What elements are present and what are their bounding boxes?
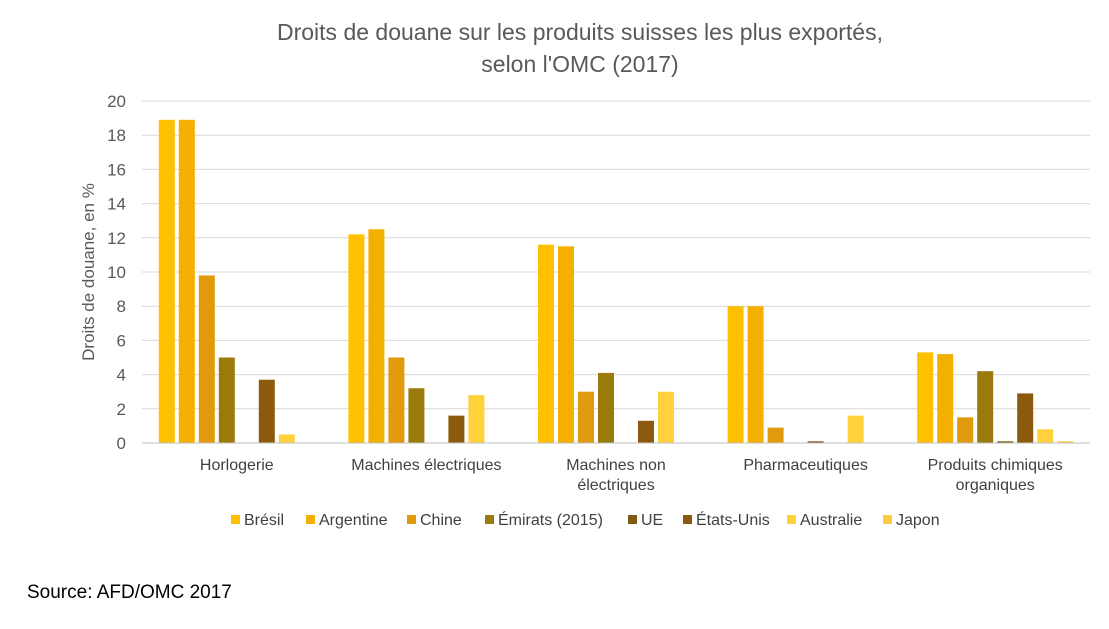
legend-swatch — [787, 515, 796, 524]
y-tick-label: 4 — [117, 366, 126, 385]
bar — [598, 372, 614, 443]
legend-label: Émirats (2015) — [498, 510, 603, 529]
y-tick-label: 0 — [117, 434, 126, 453]
bar — [638, 420, 654, 443]
x-axis-category-labels: Horlogerie Machines électriques Machines n… — [200, 457, 1063, 494]
bar — [1057, 441, 1074, 443]
legend-swatch — [485, 515, 494, 524]
bar — [658, 391, 674, 443]
bar — [767, 427, 784, 443]
legend-swatch — [231, 515, 240, 524]
y-tick-label: 10 — [107, 263, 126, 282]
legend-swatch — [683, 515, 692, 524]
bar — [218, 357, 235, 443]
bar — [348, 234, 365, 443]
x-category-label: Machines électriques — [351, 457, 501, 474]
bar — [278, 434, 295, 443]
bar — [198, 275, 215, 443]
bar — [388, 357, 405, 443]
legend-swatch — [306, 515, 315, 524]
legend-label: États-Unis — [696, 510, 770, 529]
bar — [578, 391, 594, 443]
y-axis-label: Droits de douane, en % — [79, 183, 98, 361]
source-note: Source: AFD/OMC 2017 — [27, 582, 232, 603]
chart-title: Droits de douane sur les produits suisse… — [277, 19, 883, 45]
bar — [847, 415, 864, 443]
bar — [1017, 393, 1034, 443]
bar — [997, 441, 1014, 443]
x-category-label: Produits chimiques — [928, 457, 1063, 474]
x-category-label: Horlogerie — [200, 457, 274, 474]
bar — [937, 354, 954, 443]
legend-label: Brésil — [244, 512, 284, 529]
gridlines — [142, 100, 1090, 410]
bar — [1037, 429, 1054, 443]
bar — [558, 246, 574, 443]
bars — [158, 119, 1074, 443]
bar — [178, 119, 195, 443]
bar — [368, 229, 385, 443]
legend-label: Australie — [800, 512, 862, 529]
legend-label: Argentine — [319, 512, 388, 529]
y-tick-label: 14 — [107, 195, 126, 214]
y-tick-label: 8 — [117, 297, 126, 316]
y-tick-label: 12 — [107, 229, 126, 248]
y-axis-ticks: 0 2 4 6 8 10 12 14 16 18 20 — [107, 92, 126, 453]
chart-subtitle: selon l'OMC (2017) — [481, 51, 678, 77]
legend-label: UE — [641, 512, 663, 529]
y-tick-label: 6 — [117, 331, 126, 350]
x-category-label: organiques — [956, 477, 1035, 494]
legend-label: Chine — [420, 512, 462, 529]
bar — [408, 388, 425, 443]
bar — [448, 415, 465, 443]
legend: Brésil Argentine Chine Émirats (2015) UE État… — [231, 510, 940, 529]
bar — [538, 244, 554, 443]
x-category-label: Pharmaceutiques — [743, 457, 868, 474]
y-tick-label: 18 — [107, 126, 126, 145]
legend-label: Japon — [896, 512, 940, 529]
y-tick-label: 2 — [117, 400, 126, 419]
legend-swatch — [628, 515, 637, 524]
bar — [807, 441, 824, 443]
legend-swatch — [883, 515, 892, 524]
y-tick-label: 16 — [107, 160, 126, 179]
x-category-label: électriques — [577, 477, 654, 494]
bar — [158, 119, 175, 443]
y-tick-label: 20 — [107, 92, 126, 111]
bar — [468, 395, 485, 443]
bar — [727, 306, 744, 443]
bar — [258, 379, 275, 443]
x-category-label: Machines non — [566, 457, 666, 474]
bar — [977, 371, 994, 443]
bar — [747, 306, 764, 443]
legend-swatch — [407, 515, 416, 524]
bar — [917, 352, 934, 443]
bar — [957, 417, 974, 443]
